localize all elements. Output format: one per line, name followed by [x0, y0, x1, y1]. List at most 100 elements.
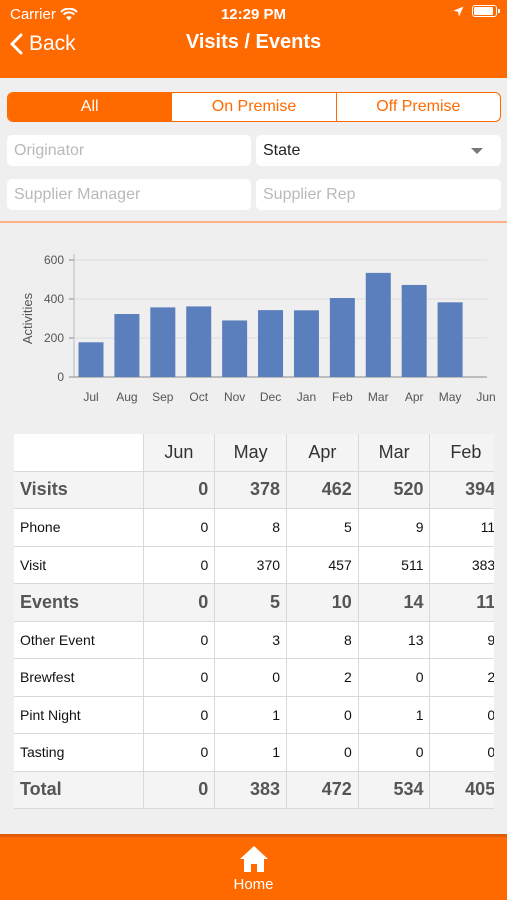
table-cell: 0	[143, 584, 216, 622]
table-cell: 394	[430, 471, 494, 509]
table-cell: 5	[215, 584, 288, 622]
x-tick-label: Aug	[116, 390, 137, 404]
y-tick-label: 0	[57, 370, 64, 384]
row-label: Total	[14, 771, 144, 809]
chevron-left-icon	[10, 33, 23, 55]
bar-mar	[365, 272, 391, 377]
activities-table: Jun May Apr Mar Feb J Visits037846252039…	[14, 434, 494, 809]
table-cell: 1	[215, 734, 288, 772]
table-cell: 0	[143, 471, 216, 509]
table-cell: 0	[430, 734, 494, 772]
table-cell: 0	[143, 509, 216, 547]
table-cell: 0	[358, 734, 431, 772]
table-cell: 472	[287, 771, 359, 809]
table-cell: 13	[358, 621, 431, 659]
x-tick-label: Sep	[152, 390, 174, 404]
table-cell: 3	[215, 621, 288, 659]
page-title: Visits / Events	[185, 31, 322, 53]
table-cell: 534	[358, 771, 431, 809]
status-time: 12:29 PM	[220, 6, 287, 23]
table-cell: 0	[143, 771, 216, 809]
segment-all[interactable]: All	[8, 93, 173, 121]
row-label: Pint Night	[14, 696, 144, 734]
table-cell: 2	[287, 659, 359, 697]
bar-dec	[258, 310, 284, 377]
filter-divider	[0, 221, 507, 223]
table-row: Tasting01000	[14, 734, 494, 772]
bar-aug	[114, 314, 140, 377]
header-bar: Carrier 12:29 PM Back Visits / Events	[0, 0, 507, 78]
table-cell: 457	[287, 546, 359, 584]
table-cell: 0	[287, 734, 359, 772]
table-cell: 383	[430, 546, 494, 584]
bar-jan	[293, 310, 319, 377]
supplier-rep-field[interactable]: Supplier Rep	[256, 179, 501, 210]
row-label: Tasting	[14, 734, 144, 772]
table-cell: 520	[358, 471, 431, 509]
x-tick-label: May	[439, 390, 462, 404]
row-label: Events	[14, 584, 144, 622]
column-header: Apr	[287, 434, 359, 472]
table-cell: 1	[358, 696, 431, 734]
wifi-icon	[60, 8, 78, 21]
originator-field[interactable]: Originator	[7, 135, 251, 166]
x-tick-label: Jul	[83, 390, 98, 404]
table-cell: 0	[358, 659, 431, 697]
table-cell: 5	[287, 509, 359, 547]
table-cell: 0	[143, 546, 216, 584]
back-label: Back	[29, 32, 76, 55]
table-row: Visits 0 378 462 520 394	[14, 471, 494, 509]
table-cell: 0	[143, 696, 216, 734]
segment-off-premise[interactable]: Off Premise	[376, 98, 461, 115]
x-tick-label: Apr	[405, 390, 424, 404]
row-label: Visits	[14, 471, 144, 509]
segment-on-premise[interactable]: On Premise	[172, 93, 337, 121]
x-tick-label: Dec	[260, 390, 281, 404]
premise-segmented-control: All On Premise Off Premise	[7, 92, 501, 122]
y-tick-label: 600	[44, 253, 64, 267]
column-header: May	[215, 434, 288, 472]
table-body: Visits 0 378 462 520 394 Phone 0 8 5 9 11 Visit 0 370 4…	[14, 471, 494, 809]
table-cell: 9	[430, 621, 494, 659]
row-label: Visit	[14, 546, 144, 584]
row-label: Brewfest	[14, 659, 144, 697]
table-row: Brewfest00202	[14, 659, 494, 697]
table-cell: 511	[358, 546, 431, 584]
table-header-row: Jun May Apr Mar Feb J	[14, 434, 494, 472]
home-icon	[239, 846, 268, 872]
activities-bar-chart: 0 200 400 600 Jul Aug Sep Oct Nov Dec Jan Feb Mar Apr…	[20, 253, 496, 404]
back-button[interactable]: Back	[10, 30, 76, 58]
table-cell: 0	[430, 696, 494, 734]
bar-may	[437, 302, 463, 377]
y-axis-label: Activities	[20, 292, 35, 344]
table-cell: 8	[215, 509, 288, 547]
table-cell: 462	[287, 471, 359, 509]
table-cell: 0	[143, 659, 216, 697]
status-bar: Carrier 12:29 PM	[0, 0, 507, 28]
state-select[interactable]: State	[256, 135, 501, 166]
activities-table-container[interactable]: Jun May Apr Mar Feb J Visits037846252039…	[14, 434, 494, 809]
table-cell: 10	[287, 584, 359, 622]
column-header: Jun	[143, 434, 216, 472]
tab-home[interactable]: Home	[0, 845, 507, 893]
carrier-label: Carrier	[10, 6, 56, 23]
table-cell: 2	[430, 659, 494, 697]
x-tick-label: Jan	[297, 390, 316, 404]
supplier-manager-field[interactable]: Supplier Manager	[7, 179, 251, 210]
table-cell: 8	[287, 621, 359, 659]
status-right	[453, 5, 500, 17]
table-cell: 0	[215, 659, 288, 697]
table-row: Visit 0 370 457 511 383	[14, 546, 494, 584]
x-tick-label: Nov	[224, 390, 245, 404]
table-cell: 370	[215, 546, 288, 584]
y-tick-label: 400	[44, 292, 64, 306]
table-cell: 0	[143, 734, 216, 772]
table-cell: 378	[215, 471, 288, 509]
table-row: Pint Night01010	[14, 696, 494, 734]
state-select-value: State	[263, 141, 301, 159]
table-row: Total 0 383 472 534 405	[14, 771, 494, 809]
x-tick-label: Jun	[476, 390, 495, 404]
battery-icon	[472, 5, 500, 17]
bar-apr	[401, 284, 427, 377]
location-arrow-icon	[453, 6, 464, 16]
